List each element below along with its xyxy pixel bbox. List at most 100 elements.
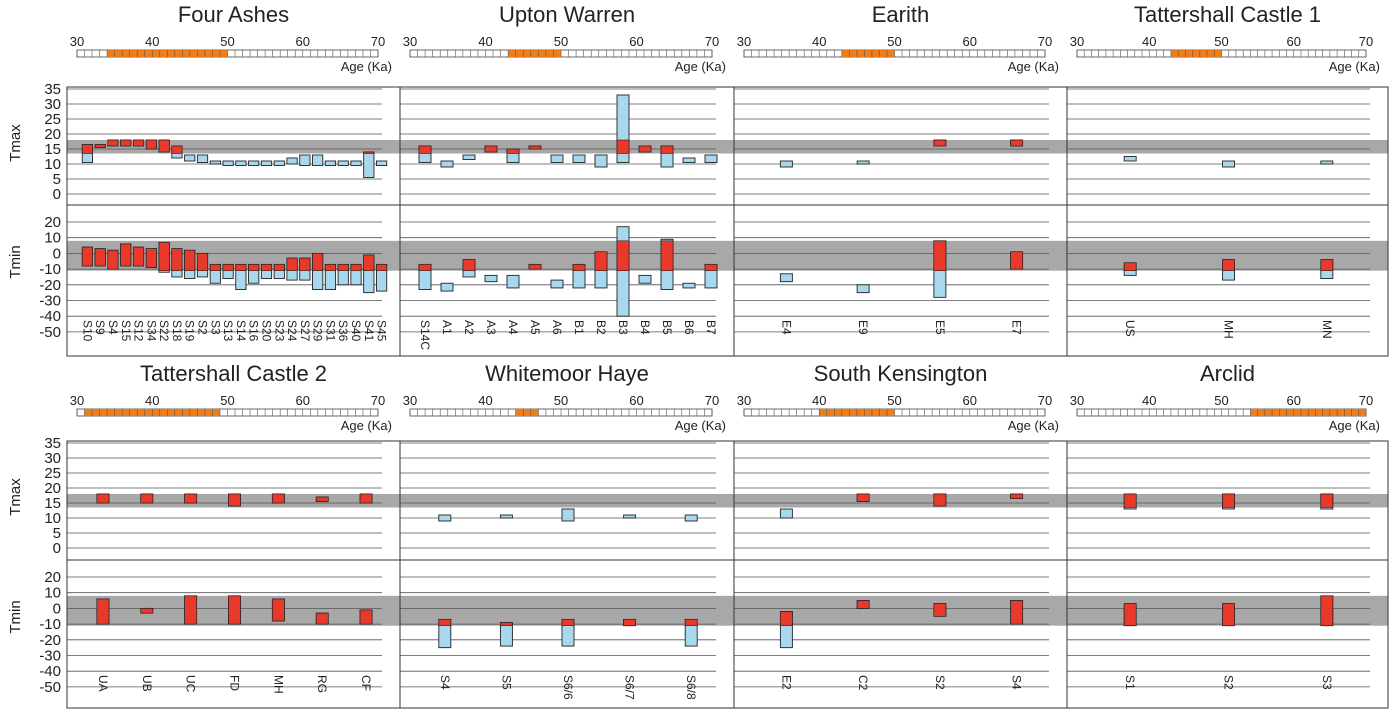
tmin-bar [271,598,285,622]
age-axis-label: Age (Ka) [1329,59,1380,74]
tmax-bar [1222,493,1235,510]
category-label: UB [140,675,154,692]
tmin-bar [96,598,110,625]
tmax-bar [1320,493,1334,510]
panel-title: South Kensington [814,361,988,386]
tmax-bar [158,139,170,153]
tmin-bar [1320,595,1334,627]
tmax-bar [363,151,375,178]
tmax-tick-label: 20 [44,126,61,143]
tmax-axis-label-bottom: Tmax [7,478,24,516]
tmax-bar [184,493,198,504]
tmax-tick-label: 25 [44,111,61,128]
tmax-overlap-rect [133,139,145,147]
tmin-reference-band [400,240,734,271]
tmin-range-rect [440,282,454,292]
age-tick-label: 70 [1359,34,1373,49]
category-label: S3 [1320,675,1334,690]
tmin-bar [550,279,564,289]
tmin-bar [228,595,241,625]
tmin-tick-label: -40 [39,663,61,680]
age-tick-label: 50 [220,393,234,408]
tmax-overlap-rect [933,493,947,507]
tmin-overlap-rect [1222,259,1235,271]
tmin-tick-label: 10 [44,585,61,602]
tmin-bar [440,282,454,292]
tmax-tick-label: 30 [44,450,61,467]
tmax-tick-label: 15 [44,141,61,158]
tmin-bar [616,226,630,317]
tmax-range-rect [561,508,575,522]
tmax-range-rect [779,160,793,168]
tmin-tick-label: -10 [39,616,61,633]
tmax-bar [315,496,329,502]
tmax-bar [184,154,196,162]
tmax-bar [96,493,110,504]
tmax-overlap-rect [1123,493,1137,508]
tmax-range-rect [235,160,247,166]
tmin-overlap-rect [171,248,183,271]
category-label: E7 [1010,320,1024,335]
tmax-range-rect [499,514,513,519]
tmax-overlap-rect [359,493,373,504]
panel-title: Tattershall Castle 1 [1134,2,1321,27]
category-label: S6/8 [684,675,698,700]
age-tick-label: 70 [1038,393,1052,408]
category-label: S31 [323,320,337,342]
panel-title: Arclid [1200,361,1255,386]
tmin-bar [438,618,452,649]
age-range-bar [508,50,561,57]
tmax-range-rect [1222,160,1235,168]
age-tick-label: 70 [705,393,719,408]
age-tick-label: 30 [70,34,84,49]
tmin-bar [337,263,349,286]
tmin-axis-label-top: Tmin [7,245,24,278]
age-range-bar [1170,50,1222,57]
category-label: S23 [272,320,286,342]
category-label: S19 [183,320,197,342]
tmax-bar [1123,493,1137,510]
category-label: S2 [933,675,947,690]
tmax-range-rect [1123,156,1137,162]
tmin-overlap-rect [120,243,132,267]
tmin-bar [363,254,375,294]
tmax-range-rect [376,160,388,166]
tmax-overlap-rect [184,493,197,504]
tmax-overlap-rect [856,493,870,502]
tmax-bar [704,154,718,163]
tmin-tick-label: -50 [39,324,61,341]
age-tick-label: 70 [371,393,385,408]
tmax-range-rect [260,160,273,166]
tmax-tick-label: 30 [44,96,61,113]
tmax-bar [260,160,273,166]
tmax-bar [438,514,452,522]
tmax-bar [623,514,637,519]
tmax-bar [1320,160,1334,165]
tmax-overlap-rect [158,139,170,153]
tmax-bar [299,154,311,166]
tmin-bar [196,252,209,278]
tmin-overlap-rect [572,264,586,271]
tmax-overlap-rect [145,139,157,150]
category-label: S45 [375,320,389,342]
tmax-range-rect [312,154,324,166]
tmax-bar [594,154,608,168]
category-label: S14 [234,320,248,342]
tmin-bar [248,263,260,284]
tmin-overlap-rect [1123,262,1137,271]
tmax-overlap-rect [120,139,132,147]
tmax-overlap-rect [315,496,329,502]
tmin-overlap-rect [140,608,154,614]
tmax-reference-band [400,140,734,154]
tmax-range-rect [209,160,221,165]
tmin-overlap-rect [209,264,221,271]
tmax-bar [506,148,520,163]
tmax-bar [462,154,476,160]
tmin-tick-label: 0 [53,600,61,617]
panel-title: Upton Warren [499,2,635,27]
tmin-bar [528,263,542,270]
tmin-overlap-rect [616,240,630,271]
age-tick-label: 60 [963,34,977,49]
age-tick-label: 30 [1070,34,1084,49]
tmax-bar [107,139,119,147]
